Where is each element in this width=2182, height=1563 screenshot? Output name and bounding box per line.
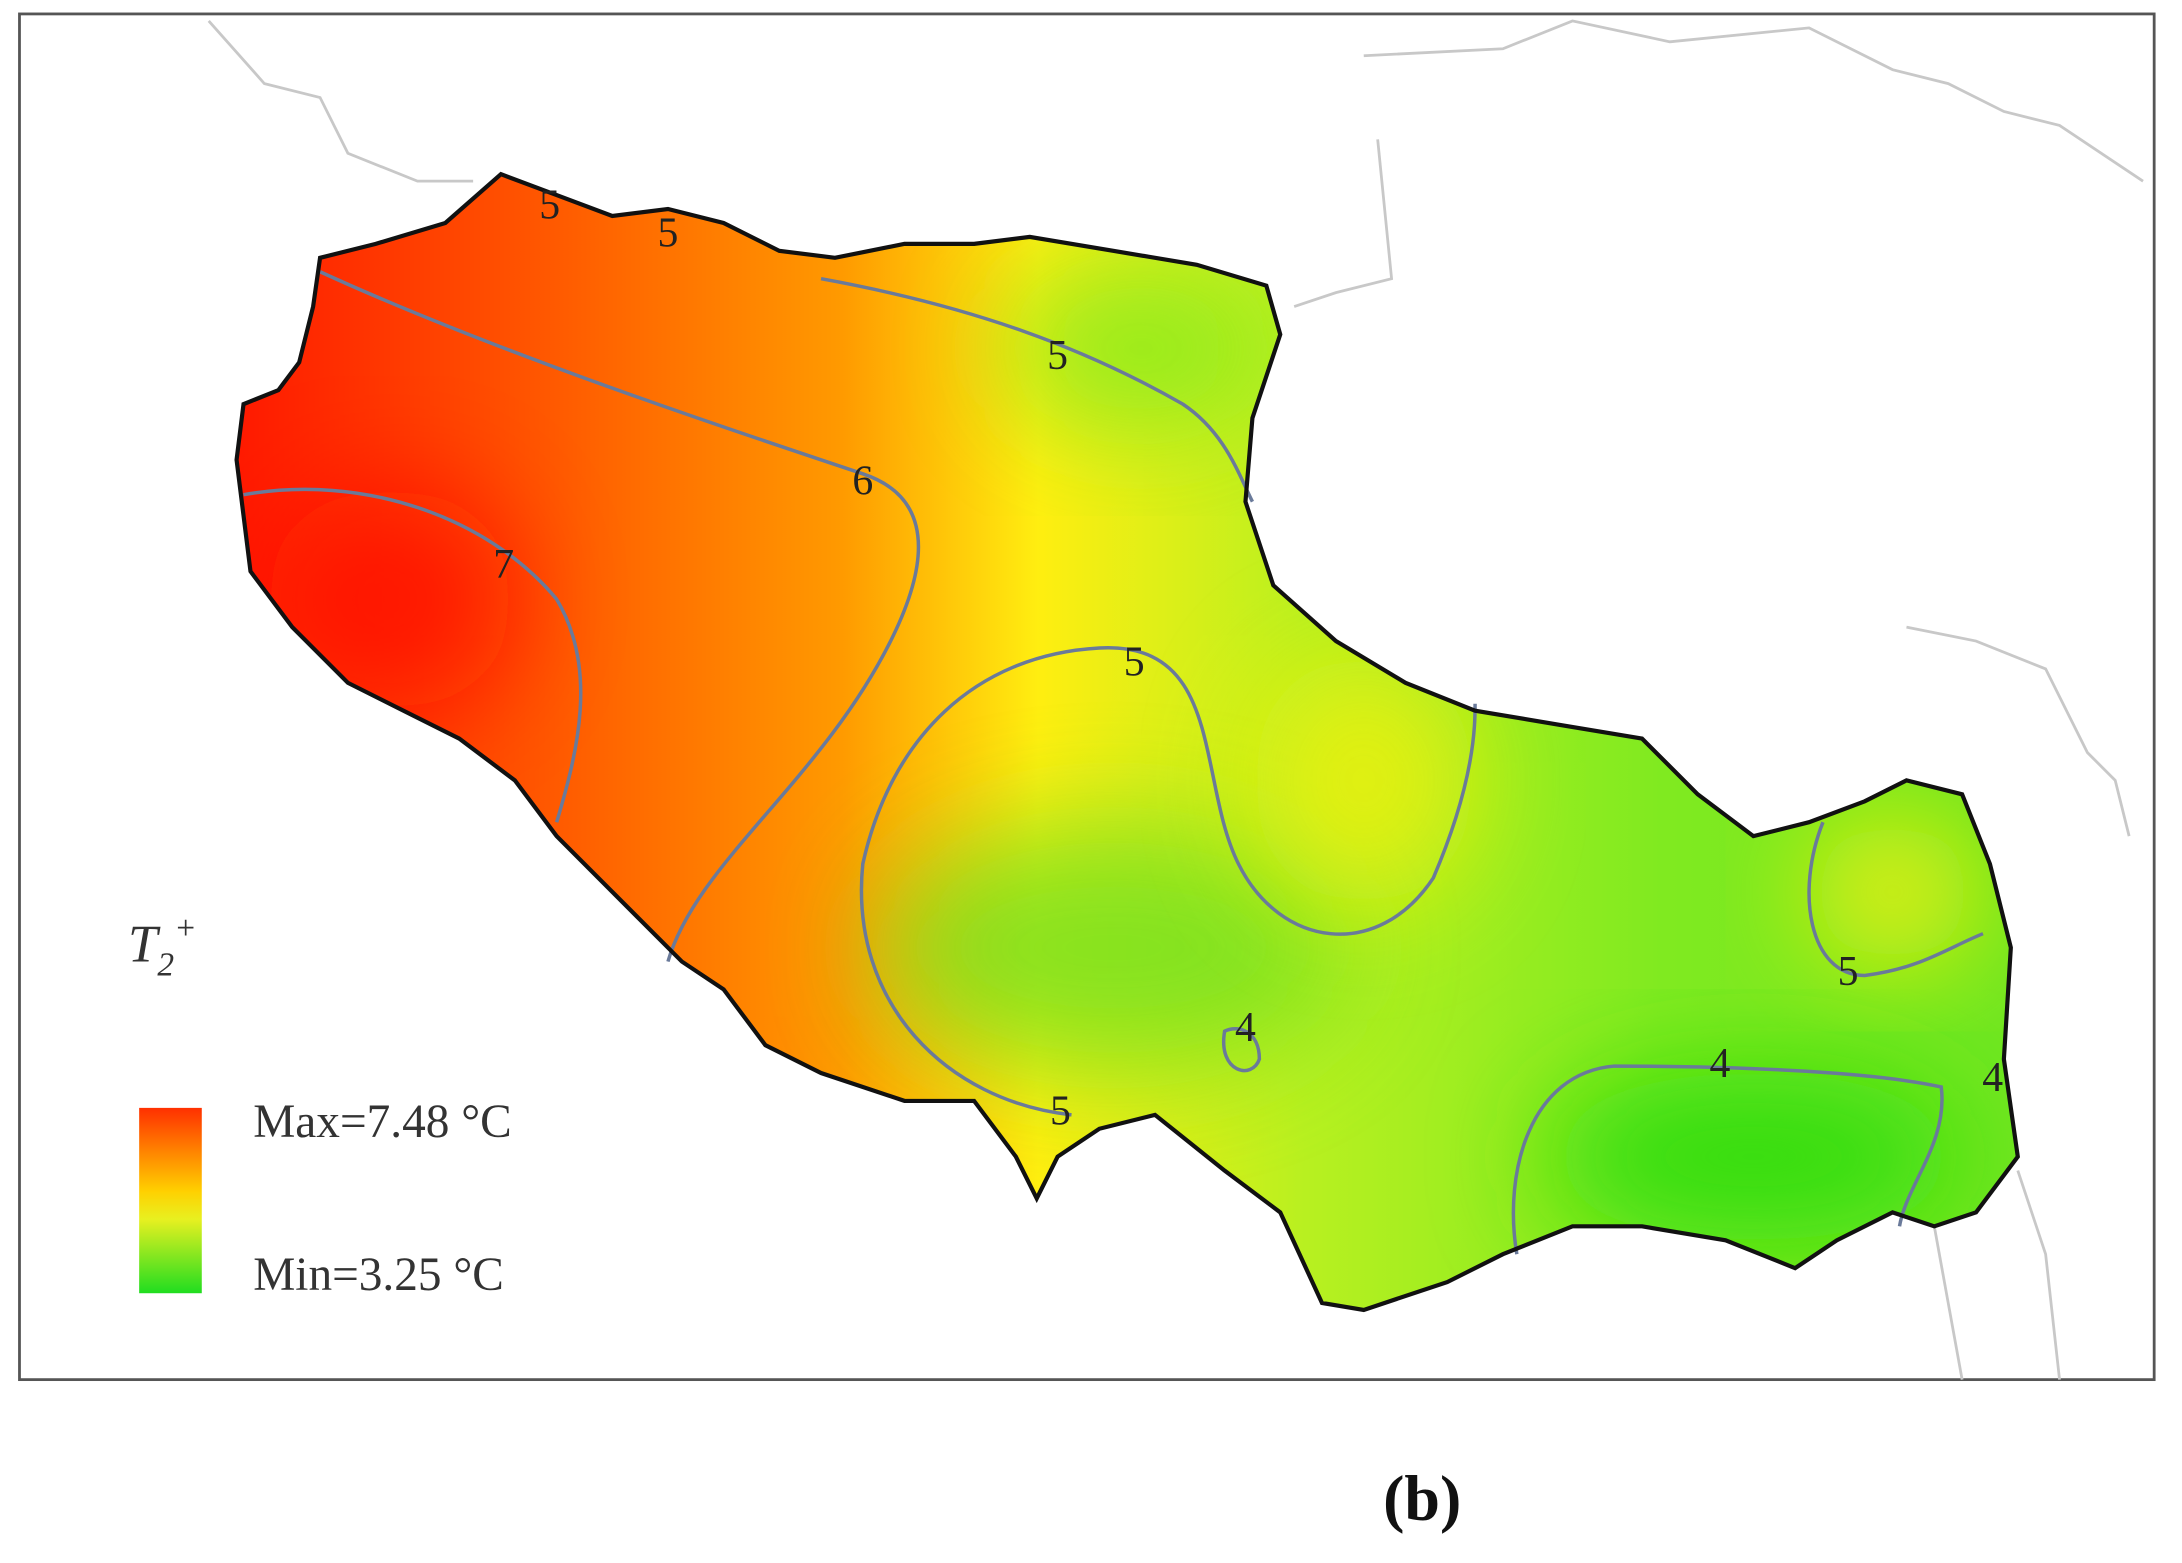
contour-label: 4 bbox=[1235, 1005, 1256, 1051]
contour-label: 5 bbox=[1838, 949, 1859, 995]
contour-label: 5 bbox=[1047, 333, 1068, 379]
contour-label: 4 bbox=[1982, 1055, 2003, 1101]
variable-subscript: 2 bbox=[157, 946, 174, 983]
contour-label: 7 bbox=[493, 542, 514, 588]
variable-label: T2+ bbox=[128, 910, 197, 983]
contour-label: 5 bbox=[658, 210, 679, 256]
contour-label: 4 bbox=[1710, 1041, 1731, 1087]
contour-lines bbox=[243, 270, 1984, 1255]
variable-base: T bbox=[128, 916, 161, 974]
legend-min: Min=3.25 °C bbox=[253, 1249, 504, 1301]
contour-label: 5 bbox=[539, 183, 560, 229]
legend-max: Max=7.48 °C bbox=[253, 1096, 511, 1148]
caption: (b) bbox=[1383, 1463, 1461, 1534]
country-borders bbox=[207, 19, 2144, 1380]
contour-labels: 5 5 5 6 7 5 5 5 4 4 4 bbox=[493, 183, 2003, 1135]
contour-label: 5 bbox=[1124, 640, 1145, 686]
legend-colorbar bbox=[139, 1107, 202, 1294]
contour-label: 6 bbox=[852, 459, 873, 505]
variable-superscript: + bbox=[174, 910, 197, 947]
contour-label: 5 bbox=[1050, 1088, 1071, 1134]
